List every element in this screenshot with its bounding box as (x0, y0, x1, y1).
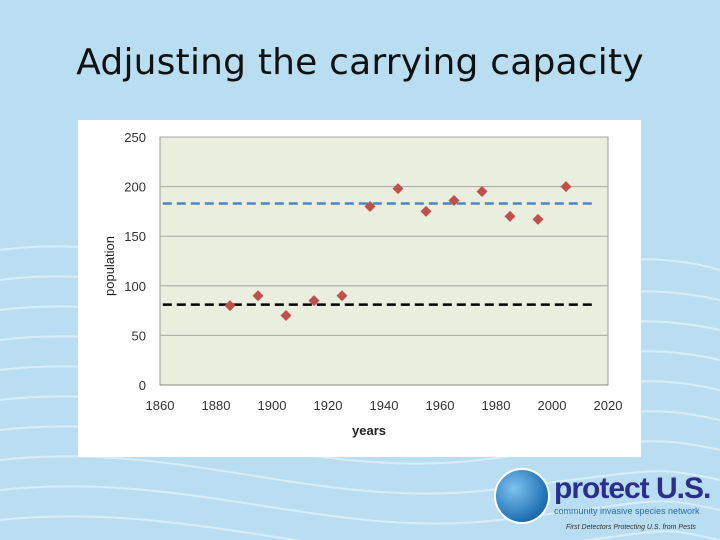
logo-brand: protect U.S. (554, 472, 711, 505)
x-tick-label: 2020 (594, 398, 623, 413)
x-tick-label: 1940 (370, 398, 399, 413)
y-tick-label: 100 (124, 279, 146, 294)
data-point (280, 310, 292, 322)
x-tick-label: 1860 (146, 398, 175, 413)
chart-panel: 0 50 100 150 200 250 1860 1880 1900 1920 1940 1960 1… (78, 120, 641, 457)
y-axis-title: population (102, 236, 117, 296)
data-point (364, 200, 376, 212)
data-point (308, 295, 320, 307)
x-tick-label: 1960 (426, 398, 455, 413)
data-point (252, 290, 264, 302)
data-point (532, 213, 544, 225)
data-point (448, 194, 460, 206)
y-tick-label: 200 (124, 180, 146, 195)
x-tick-label: 1920 (314, 398, 343, 413)
logo-tagline: community invasive species network (554, 506, 700, 516)
data-point (560, 181, 572, 193)
scatter-chart: 0 50 100 150 200 250 1860 1880 1900 1920 1940 1960 1… (102, 130, 623, 438)
data-point (504, 210, 516, 222)
globe-map-icon (496, 470, 548, 522)
data-point (420, 205, 432, 217)
x-tick-label: 1880 (202, 398, 231, 413)
data-point (392, 183, 404, 195)
logo-slogan: First Detectors Protecting U.S. from Pes… (566, 524, 696, 531)
x-tick-label: 2000 (538, 398, 567, 413)
x-tick-label: 1900 (258, 398, 287, 413)
y-tick-label: 50 (132, 328, 146, 343)
y-tick-label: 0 (139, 378, 146, 393)
data-point (336, 290, 348, 302)
y-tick-label: 150 (124, 229, 146, 244)
slide-title: Adjusting the carrying capacity (76, 42, 644, 83)
y-tick-label: 250 (124, 130, 146, 145)
plot-area (159, 136, 609, 386)
x-axis-title: years (352, 423, 386, 438)
protect-us-logo[interactable]: protect U.S. community invasive species … (494, 468, 714, 538)
x-tick-label: 1980 (482, 398, 511, 413)
data-point (224, 300, 236, 312)
data-point (476, 186, 488, 198)
